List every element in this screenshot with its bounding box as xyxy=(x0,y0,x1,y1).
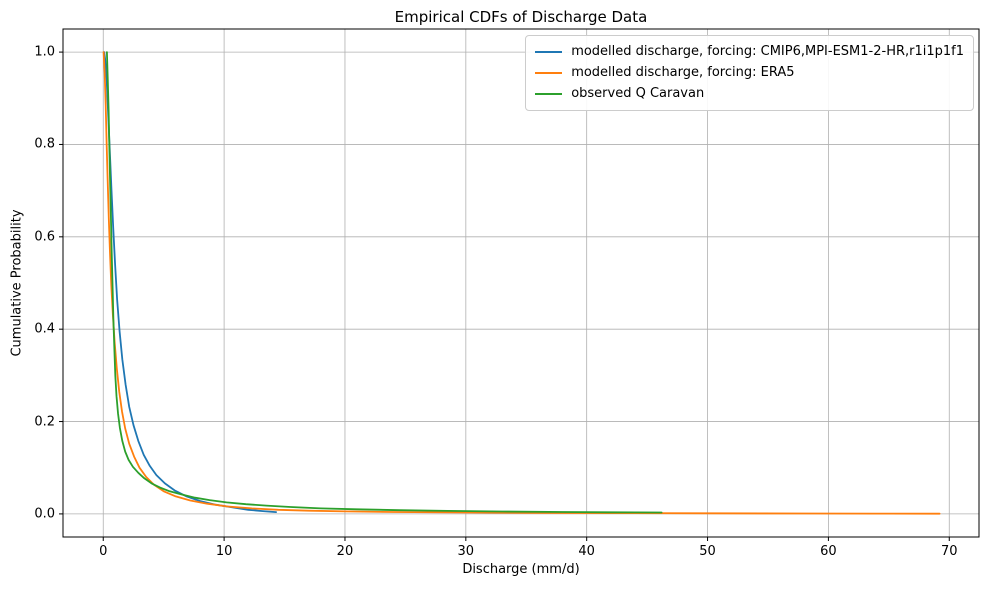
legend-item: modelled discharge, forcing: ERA5 xyxy=(535,62,964,83)
chart-title: Empirical CDFs of Discharge Data xyxy=(394,8,648,26)
legend-label: modelled discharge, forcing: CMIP6,MPI-E… xyxy=(571,44,964,59)
legend-label: observed Q Caravan xyxy=(571,86,705,101)
legend-line-swatch-era5 xyxy=(535,71,563,74)
series-line-0 xyxy=(103,51,278,513)
axes-spines xyxy=(62,28,980,538)
legend-line-swatch-observed xyxy=(535,92,563,95)
legend-line-swatch-cmip6 xyxy=(535,50,563,53)
legend-item: modelled discharge, forcing: CMIP6,MPI-E… xyxy=(535,41,964,62)
legend-item: observed Q Caravan xyxy=(535,83,964,104)
x-axis-label: Discharge (mm/d) xyxy=(462,562,580,577)
legend: modelled discharge, forcing: CMIP6,MPI-E… xyxy=(525,35,974,111)
series-line-1 xyxy=(102,51,941,515)
series-line-2 xyxy=(106,51,663,514)
y-axis-label: Cumulative Probability xyxy=(9,209,25,357)
legend-label: modelled discharge, forcing: ERA5 xyxy=(571,65,795,80)
